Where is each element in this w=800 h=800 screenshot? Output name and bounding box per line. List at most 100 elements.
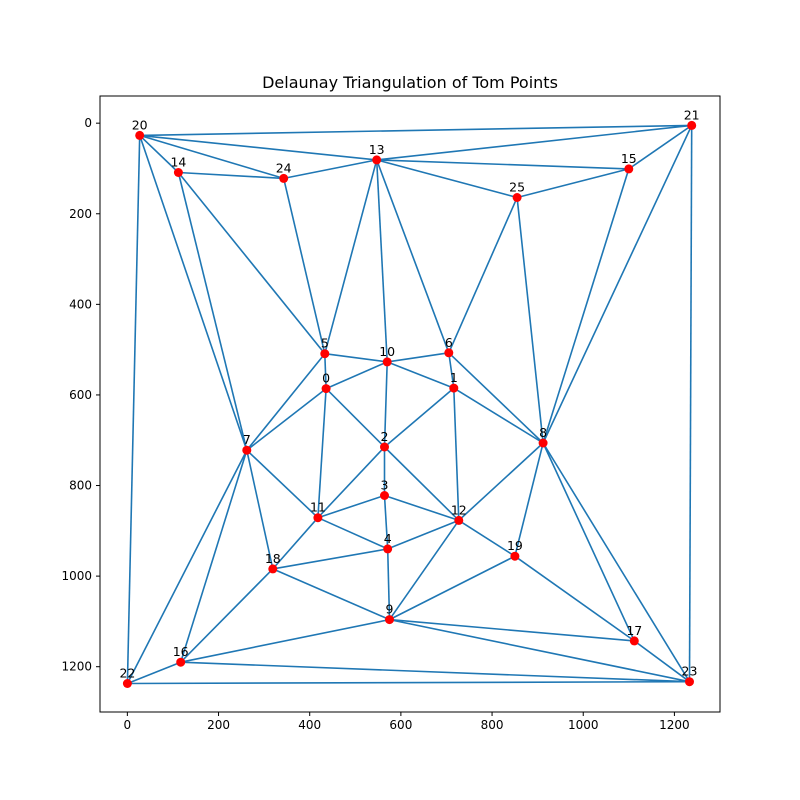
point-label-9: 9 xyxy=(386,602,394,617)
edge-21-8 xyxy=(542,125,693,444)
point-label-23: 23 xyxy=(682,664,698,679)
edge-5-0 xyxy=(324,353,327,389)
edge-12-8 xyxy=(458,442,544,521)
edge-11-18 xyxy=(272,517,319,570)
edge-11-4 xyxy=(317,516,389,550)
edge-9-23 xyxy=(389,618,690,683)
point-4 xyxy=(383,544,393,554)
y-tick-label-400: 400 xyxy=(69,297,92,311)
point-19 xyxy=(510,551,520,561)
edge-20-22 xyxy=(126,135,141,684)
edge-14-5 xyxy=(177,171,326,355)
point-1 xyxy=(449,383,459,393)
point-9 xyxy=(385,615,394,625)
edge-2-12 xyxy=(383,446,460,521)
edge-13-10 xyxy=(375,159,388,362)
point-label-12: 12 xyxy=(451,502,467,517)
edge-21-13 xyxy=(376,124,692,161)
point-label-5: 5 xyxy=(321,336,329,351)
edge-20-21 xyxy=(139,124,692,137)
edge-6-1 xyxy=(448,352,455,389)
x-axis-ticks: 0 200 400 600 800 1000 1200 xyxy=(124,712,690,732)
edge-4-9 xyxy=(386,548,391,620)
x-tick-label-0: 0 xyxy=(124,718,132,732)
edge-0-7 xyxy=(246,387,327,451)
point-20 xyxy=(135,130,145,140)
edge-8-23 xyxy=(542,442,691,683)
point-5 xyxy=(320,349,330,359)
edge-19-17 xyxy=(514,555,635,642)
edge-4-18 xyxy=(272,548,388,570)
edge-20-24 xyxy=(139,134,284,180)
data-points xyxy=(122,120,697,688)
edge-3-12 xyxy=(384,494,460,522)
point-label-7: 7 xyxy=(243,432,251,447)
point-label-17: 17 xyxy=(626,623,642,638)
point-label-25: 25 xyxy=(509,180,525,195)
point-label-2: 2 xyxy=(381,429,389,444)
x-tick-label-800: 800 xyxy=(481,718,504,732)
point-label-10: 10 xyxy=(379,344,395,359)
point-label-14: 14 xyxy=(170,155,186,170)
edge-2-11 xyxy=(317,446,386,519)
point-label-18: 18 xyxy=(265,551,281,566)
edge-18-16 xyxy=(180,568,274,663)
y-tick-label-600: 600 xyxy=(69,388,92,402)
edge-20-13 xyxy=(139,134,377,161)
edge-10-6 xyxy=(387,352,449,363)
edge-8-19 xyxy=(514,442,544,557)
edge-17-23 xyxy=(633,640,690,683)
point-label-15: 15 xyxy=(621,151,637,166)
edge-7-16 xyxy=(179,449,248,663)
point-7 xyxy=(242,445,252,455)
edge-10-2 xyxy=(383,361,388,448)
edge-25-8 xyxy=(516,197,544,444)
edge-12-4 xyxy=(387,519,460,550)
point-0 xyxy=(321,384,331,394)
y-tick-label-0: 0 xyxy=(84,116,92,130)
edge-13-24 xyxy=(283,159,377,180)
edge-15-25 xyxy=(516,168,629,199)
point-label-4: 4 xyxy=(384,531,392,546)
edge-13-5 xyxy=(324,159,378,354)
edge-7-18 xyxy=(246,450,274,570)
point-label-24: 24 xyxy=(276,160,292,175)
edge-14-24 xyxy=(178,171,284,180)
edge-13-6 xyxy=(375,159,450,354)
triangulation-edges xyxy=(126,124,693,685)
x-tick-label-600: 600 xyxy=(389,718,412,732)
edge-5-10 xyxy=(324,352,388,363)
point-3 xyxy=(380,491,389,500)
x-tick-label-1200: 1200 xyxy=(659,718,690,732)
edge-1-8 xyxy=(453,387,544,444)
x-tick-label-200: 200 xyxy=(207,718,230,732)
point-label-8: 8 xyxy=(539,425,547,440)
edge-7-11 xyxy=(246,449,319,519)
point-2 xyxy=(380,442,389,452)
edge-13-15 xyxy=(376,159,629,170)
edge-19-9 xyxy=(389,555,516,621)
edge-25-6 xyxy=(448,197,518,354)
point-label-16: 16 xyxy=(173,644,189,659)
x-tick-label-400: 400 xyxy=(298,718,321,732)
point-label-13: 13 xyxy=(369,142,385,157)
edge-1-12 xyxy=(453,388,460,521)
y-tick-label-1000: 1000 xyxy=(61,569,92,583)
edge-8-17 xyxy=(542,442,636,642)
point-23 xyxy=(685,677,694,687)
edge-13-25 xyxy=(376,159,518,199)
edge-18-9 xyxy=(272,568,390,621)
point-label-6: 6 xyxy=(445,335,453,350)
x-tick-label-1000: 1000 xyxy=(568,718,599,732)
plot-frame xyxy=(99,95,721,713)
y-tick-label-800: 800 xyxy=(69,479,92,493)
edge-3-11 xyxy=(317,494,385,519)
chart-title: Delaunay Triangulation of Tom Points xyxy=(262,73,558,92)
edge-0-11 xyxy=(317,388,327,518)
edge-7-22 xyxy=(126,449,248,684)
edge-16-22 xyxy=(127,661,181,685)
point-label-22: 22 xyxy=(119,666,135,681)
edge-20-7 xyxy=(138,135,248,451)
point-18 xyxy=(268,564,278,574)
